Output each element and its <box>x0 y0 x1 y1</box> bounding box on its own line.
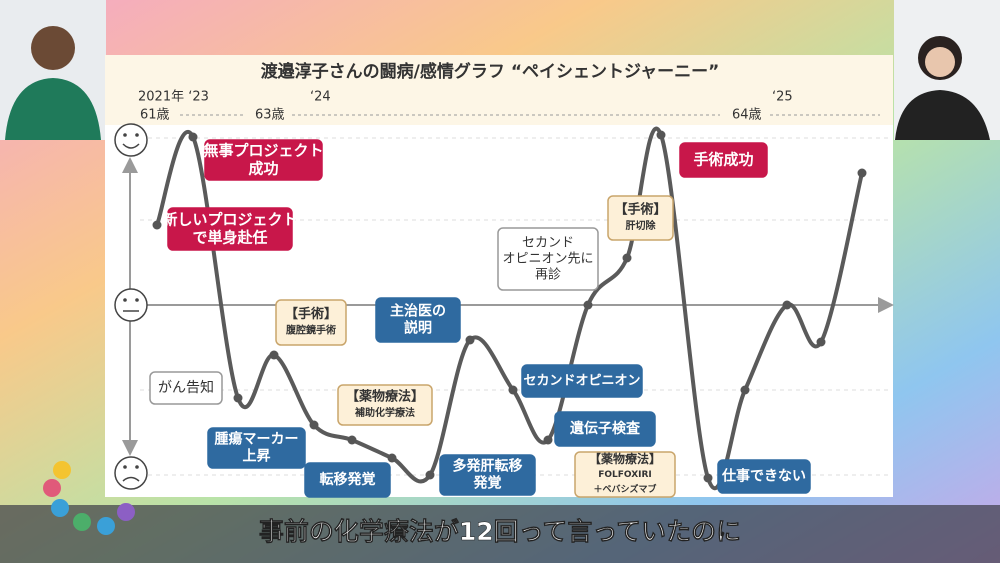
event-label: ＋ベバシズマブ <box>593 483 656 495</box>
curve-point <box>188 132 198 142</box>
curve-point <box>309 420 319 430</box>
face-icons <box>114 123 148 490</box>
event-label: 【手術】 <box>614 202 666 218</box>
slide-header <box>105 55 893 125</box>
event-label: がん告知 <box>158 379 214 396</box>
event-box <box>167 207 293 251</box>
event-label: 再診 <box>535 267 561 283</box>
caption-bar <box>0 505 1000 563</box>
event-label: 【薬物療法】 <box>346 389 424 405</box>
face-eyes <box>123 133 139 469</box>
event-box <box>304 462 391 498</box>
event-label: 肝切除 <box>626 219 657 232</box>
event-box <box>554 411 656 447</box>
curve-point <box>816 337 826 347</box>
event-box <box>439 454 536 496</box>
person <box>895 90 990 140</box>
event-box <box>337 384 433 426</box>
timeline-label: 2021年 ‘23 <box>138 90 209 105</box>
curve-point <box>543 435 553 445</box>
timeline: 2021年 ‘23 ‘24 ‘25 61歳 63歳 64歳 <box>138 90 793 123</box>
event-box <box>574 451 676 498</box>
curve-point <box>387 453 397 463</box>
curve-point <box>857 168 867 178</box>
caption: 事前の化学療法が12回って言っていたのに <box>259 517 741 546</box>
timeline-label: 61歳 <box>140 108 170 123</box>
event-label: セカンドオピニオン <box>523 374 640 389</box>
person <box>31 26 75 70</box>
event-box <box>497 227 599 291</box>
event-box <box>679 142 768 178</box>
event-box <box>275 299 347 346</box>
curve-point <box>703 473 713 483</box>
event-label: 主治医の <box>390 303 446 320</box>
curve-point <box>740 385 750 395</box>
event-label: 腹腔鏡手術 <box>286 324 336 337</box>
event-box <box>717 459 811 494</box>
event-label: セカンド <box>522 236 574 251</box>
curve-point <box>583 300 593 310</box>
event-label: 上昇 <box>243 449 271 465</box>
event-box <box>207 427 306 469</box>
curve-point <box>465 335 475 345</box>
event-box <box>204 139 323 181</box>
event-label: オピニオン先に <box>502 252 593 267</box>
event-box <box>607 195 674 241</box>
event-label: 成功 <box>248 160 278 178</box>
curve-point <box>782 300 792 310</box>
event-label: FOLFOXIRI <box>598 470 652 480</box>
person <box>925 47 955 77</box>
event-label: 多発肝転移 <box>453 458 523 475</box>
events: 無事プロジェクト成功新しいプロジェクトで単身赴任【手術】腹腔鏡手術がん告知【薬物… <box>149 139 811 498</box>
event-box <box>521 364 643 398</box>
event-box <box>375 297 461 343</box>
person <box>5 78 101 140</box>
event-label: 【薬物療法】 <box>589 451 661 466</box>
event-label: 腫瘍マーカー <box>215 431 299 448</box>
event-label: 転移発覚 <box>320 471 376 488</box>
event-label: 【手術】 <box>285 306 337 322</box>
event-label: 発覚 <box>473 475 502 492</box>
event-box <box>149 371 223 405</box>
event-label: で単身赴任 <box>192 229 267 247</box>
curve-point <box>347 435 357 445</box>
curve-point <box>425 470 435 480</box>
curve-point <box>508 385 518 395</box>
timeline-label: 64歳 <box>732 108 762 123</box>
curve-points <box>152 130 867 483</box>
curve-point <box>269 350 279 360</box>
event-label: 仕事できない <box>721 468 806 485</box>
event-label: 補助化学療法 <box>354 406 415 419</box>
curve-point <box>152 220 162 230</box>
logo <box>43 461 135 535</box>
curve-point <box>656 130 666 140</box>
timeline-label: 63歳 <box>255 108 285 123</box>
event-label: 手術成功 <box>693 151 753 169</box>
event-label: 説明 <box>404 320 432 337</box>
slide-title: 渡邉淳子さんの闘病/感情グラフ “ペイシェントジャーニー” <box>261 61 720 82</box>
timeline-label: ‘25 <box>772 90 793 105</box>
event-label: 新しいプロジェクト <box>162 211 297 229</box>
event-label: 遺伝子検査 <box>570 420 641 437</box>
curve-point <box>622 253 632 263</box>
curve-point <box>233 393 243 403</box>
event-label: 無事プロジェクト <box>203 142 323 160</box>
timeline-label: ‘24 <box>310 90 331 105</box>
